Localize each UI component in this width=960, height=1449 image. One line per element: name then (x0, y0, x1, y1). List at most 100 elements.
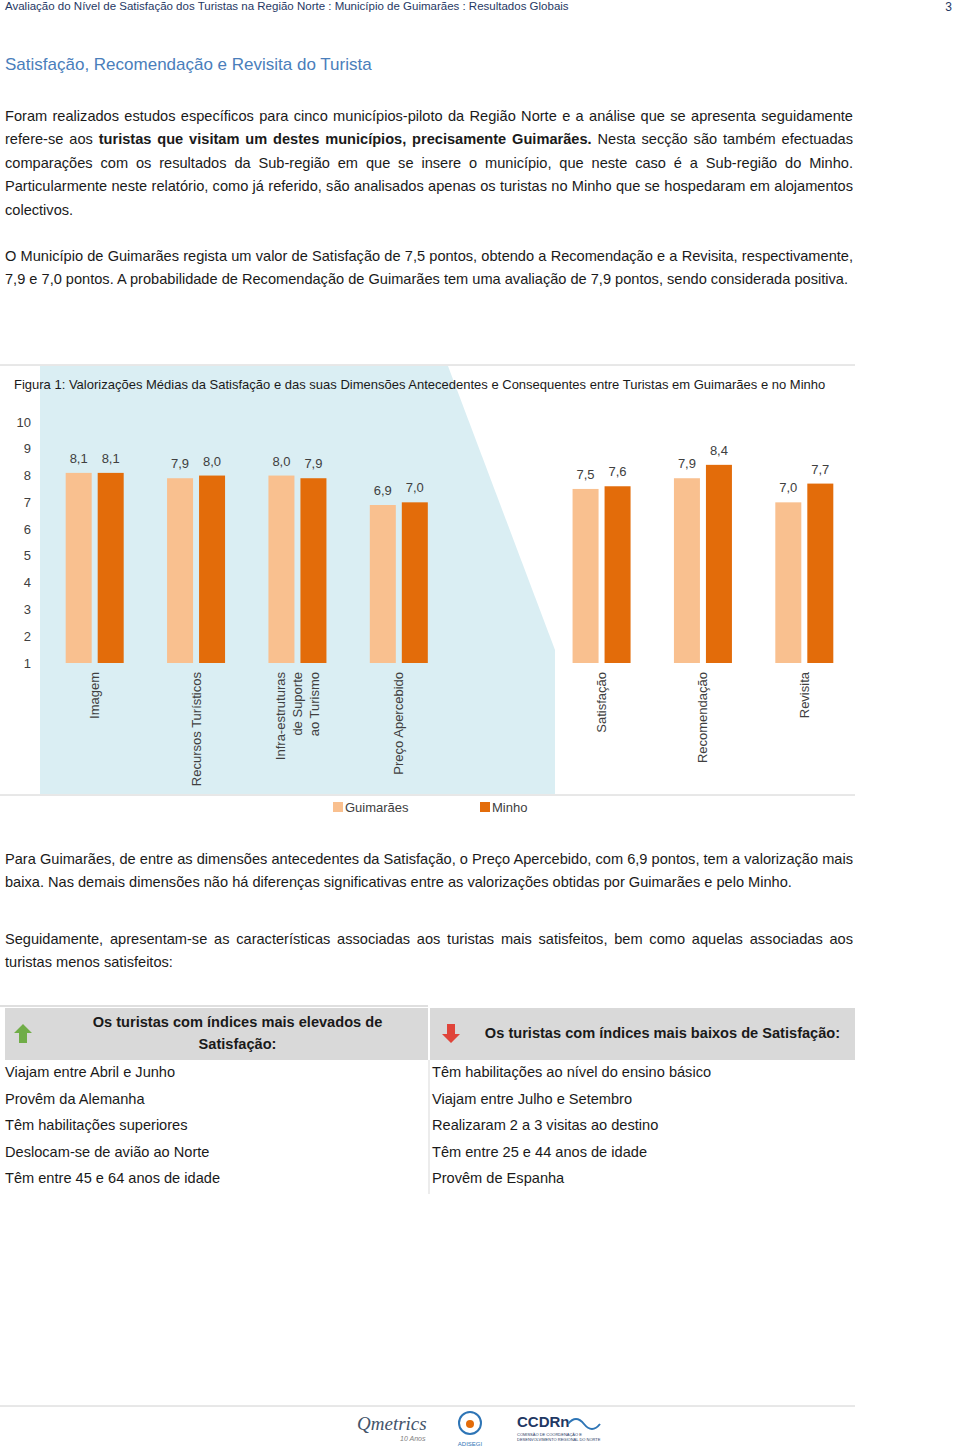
y-tick-label: 5 (24, 548, 31, 563)
y-tick-label: 1 (24, 656, 31, 671)
header-cell (430, 1008, 855, 1060)
page-graphics: 1 2 3 4 5 6 7 8 9 10 8,1 7,9 8,0 6,9 7,5 7,9 7,0 8,1 8,0 7,… (0, 0, 960, 1449)
table-cell: Têm entre 45 e 64 anos de idade (5, 1168, 220, 1188)
data-label: 8,0 (272, 454, 290, 469)
label-line: Satisfação (594, 672, 609, 733)
data-label: 7,7 (811, 462, 829, 477)
bar (66, 473, 92, 663)
y-tick-label: 6 (24, 522, 31, 537)
y-tick-label: 7 (24, 495, 31, 510)
table-cell: Viajam entre Julho e Setembro (432, 1089, 632, 1109)
bar (300, 478, 326, 663)
label-line: ao Turismo (307, 672, 322, 736)
table-cell: Deslocam-se de avião ao Norte (5, 1142, 209, 1162)
bar (402, 502, 428, 663)
text-run: Seguidamente, apresentam-se as caracterí… (5, 931, 853, 970)
y-tick-label: 10 (17, 415, 31, 430)
header-title: Avaliação do Nível de Satisfação dos Tur… (5, 0, 569, 12)
y-tick-label: 2 (24, 629, 31, 644)
y-tick-label: 4 (24, 575, 31, 590)
data-label: 7,5 (577, 467, 595, 482)
section-title: Satisfação, Recomendação e Revisita do T… (5, 55, 372, 75)
legend-label: Guimarães (345, 800, 409, 815)
data-label: 8,0 (203, 454, 221, 469)
data-label: 8,4 (710, 443, 728, 458)
table-divider (429, 1060, 430, 1194)
y-tick-label: 9 (24, 441, 31, 456)
bar (199, 476, 225, 663)
bar (605, 486, 631, 663)
logo-text: Qmetrics (357, 1413, 427, 1434)
paragraph: O Município de Guimarães regista um valo… (5, 245, 853, 292)
x-tick-label: Recursos Turísticos (189, 672, 204, 787)
data-label: 8,1 (102, 451, 120, 466)
y-tick-label: 8 (24, 468, 31, 483)
legend-label: Minho (492, 800, 527, 815)
data-label: 6,9 (374, 483, 392, 498)
bar (807, 484, 833, 663)
page: Avaliação do Nível de Satisfação dos Tur… (0, 0, 960, 1449)
x-tick-label: Satisfação (594, 672, 609, 733)
y-tick-label: 3 (24, 602, 31, 617)
label-line: Recursos Turísticos (189, 672, 204, 787)
bar (573, 489, 599, 663)
bars (66, 465, 834, 663)
paragraph: Seguidamente, apresentam-se as caracterí… (5, 928, 853, 975)
label-line: Recomendação (695, 672, 710, 763)
data-label: 7,0 (779, 480, 797, 495)
paragraph: Para Guimarães, de entre as dimensões an… (5, 848, 853, 895)
label-line: Imagem (87, 672, 102, 719)
table-header: Os turistas com índices mais baixos de S… (470, 1023, 855, 1043)
label-line: Revisita (797, 671, 812, 718)
logo-subtext: COMISSÃO DE COORDENAÇÃO E DESENVOLVIMENT… (517, 1432, 603, 1442)
table-cell: Têm entre 25 e 44 anos de idade (432, 1142, 647, 1162)
text-run: turistas que visitam um destes município… (99, 131, 592, 147)
logo-text: ADISEGI (458, 1441, 483, 1447)
bar (167, 478, 193, 663)
data-label: 7,9 (678, 456, 696, 471)
table-cell: Provêm da Alemanha (5, 1089, 145, 1109)
bar (674, 478, 700, 663)
table-cell: Viajam entre Abril e Junho (5, 1062, 175, 1082)
table-cell: Provêm de Espanha (432, 1168, 564, 1188)
data-label: 8,1 (70, 451, 88, 466)
x-tick-label: Preço Apercebido (391, 672, 406, 775)
table-cell: Têm habilitações superiores (5, 1115, 188, 1135)
data-label: 7,9 (171, 456, 189, 471)
x-tick-label: Recomendação (695, 672, 710, 763)
legend-swatch (333, 802, 343, 812)
table-header: Os turistas com índices mais elevados de… (60, 1011, 415, 1055)
x-tick-label: Revisita (797, 671, 812, 718)
up-arrow (14, 1024, 32, 1043)
table-cell: Têm habilitações ao nível do ensino bási… (432, 1062, 711, 1082)
bar (706, 465, 732, 663)
legend-swatch (480, 802, 490, 812)
text-run: Para Guimarães, de entre as dimensões an… (5, 851, 853, 890)
data-label: 7,6 (609, 464, 627, 479)
frame-line (0, 795, 855, 796)
bar (775, 502, 801, 663)
footer-line (0, 1406, 855, 1407)
frame-line (0, 365, 855, 366)
bar (98, 473, 124, 663)
x-tick-label: Imagem (87, 672, 102, 719)
bar (370, 505, 396, 663)
label-line: Infra-estruturas (273, 672, 288, 761)
logo-shape (568, 1419, 600, 1429)
paragraph: Foram realizados estudos específicos par… (5, 105, 853, 222)
label-line: de Suporte (290, 672, 305, 736)
header-cell (5, 1008, 428, 1060)
bar (268, 476, 294, 663)
page-number: 3 (945, 0, 952, 14)
logo-subtext: 10 Anos (400, 1435, 426, 1442)
table-cell: Realizaram 2 a 3 visitas ao destino (432, 1115, 658, 1135)
chart-title: Figura 1: Valorizações Médias da Satisfa… (14, 376, 829, 394)
text-run: O Município de Guimarães regista um valo… (5, 248, 853, 287)
logo-text: CCDRn (517, 1413, 570, 1430)
label-line: Preço Apercebido (391, 672, 406, 775)
data-label: 7,9 (304, 456, 322, 471)
x-tick-label: Infra-estruturasde Suporteao Turismo (273, 672, 322, 761)
background-shape (40, 366, 555, 794)
table-line (0, 1006, 428, 1007)
data-label: 7,0 (406, 480, 424, 495)
